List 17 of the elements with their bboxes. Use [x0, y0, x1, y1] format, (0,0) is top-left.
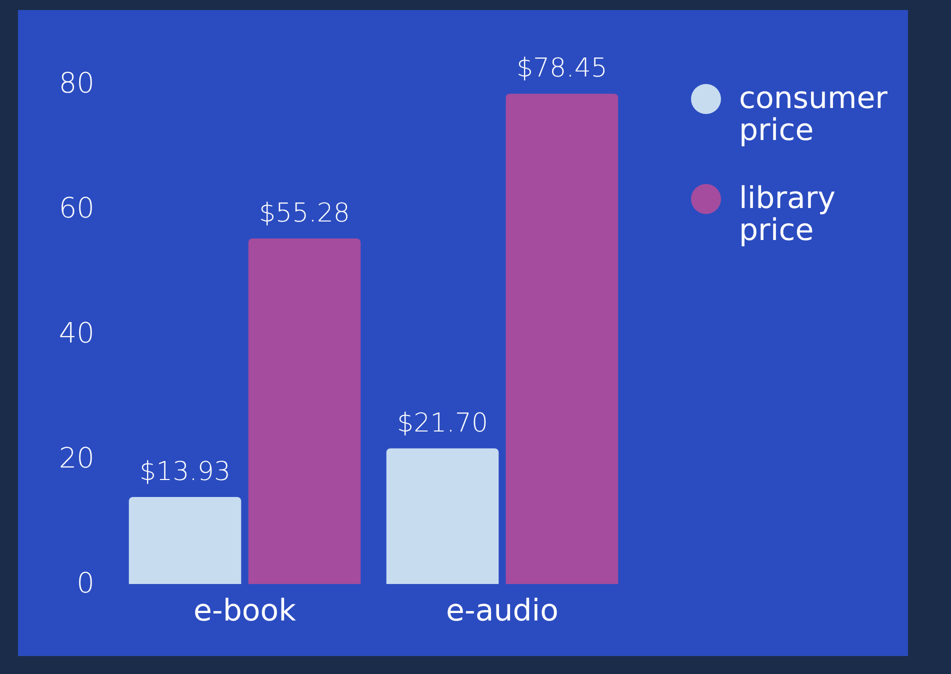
- x-tick-label: e-audio: [446, 594, 558, 628]
- y-tick-label: 60: [58, 192, 94, 224]
- data-label: $13.93: [140, 456, 231, 487]
- data-label: $78.45: [516, 54, 608, 84]
- y-tick-label: 80: [58, 66, 94, 100]
- bar: [248, 238, 361, 584]
- bar: [128, 496, 242, 584]
- y-tick-label: 20: [58, 442, 94, 474]
- bar: [386, 448, 499, 584]
- data-label: $21.70: [397, 408, 488, 438]
- y-tick-label: 0: [76, 566, 94, 600]
- legend-label: library price: [739, 181, 836, 248]
- x-tick-label: e-book: [194, 594, 297, 628]
- y-tick-label: 40: [58, 316, 94, 350]
- data-label: $55.28: [258, 198, 350, 228]
- bar: [506, 94, 618, 584]
- legend-label: consumer price: [739, 81, 888, 148]
